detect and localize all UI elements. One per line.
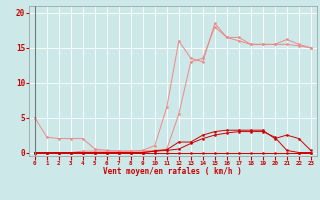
X-axis label: Vent moyen/en rafales ( km/h ): Vent moyen/en rafales ( km/h ) xyxy=(103,167,242,176)
